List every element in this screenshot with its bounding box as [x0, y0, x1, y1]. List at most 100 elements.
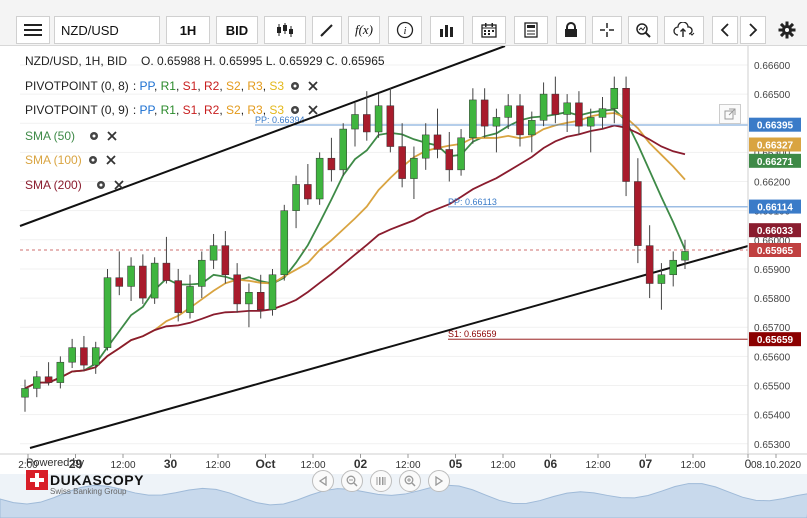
timeframe-selector[interactable]: 1H: [166, 16, 210, 44]
candlestick-type-icon[interactable]: [264, 16, 306, 44]
zoom-icon[interactable]: [628, 16, 658, 44]
dukascopy-branding[interactable]: Powered by DUKASCOPY Swiss Banking Group: [26, 457, 144, 496]
legend-sma50[interactable]: SMA (50): [25, 129, 119, 143]
price-tag-bg: [749, 153, 801, 168]
close-icon[interactable]: [104, 153, 118, 167]
trendlines: PP: 0.66394 PP: 0.66113 S1: 0.65659: [19, 45, 749, 449]
header-info: NZD/USD, 1H, BID O. 0.65988 H. 0.65995 L…: [25, 54, 385, 68]
function-icon[interactable]: f(x): [348, 16, 380, 44]
scroll-left-icon[interactable]: [312, 470, 334, 492]
news-icon[interactable]: [514, 16, 548, 44]
sma100-line: [24, 112, 686, 390]
x-tick-label: 30: [164, 457, 178, 471]
pivot1-label: PIVOTPOINT (0, 8): [25, 79, 129, 93]
price-tag: 0.66271: [749, 153, 801, 168]
chart-area[interactable]: PP: 0.66394 PP: 0.66113 S1: 0.65659 0.6660…: [0, 45, 807, 518]
expand-icon[interactable]: [719, 104, 741, 124]
x-tick-label: 0: [745, 457, 752, 471]
settings-gear-icon[interactable]: [772, 16, 802, 44]
calendar-icon[interactable]: [472, 16, 506, 44]
zoom-out-icon[interactable]: [341, 470, 363, 492]
legend-sma100[interactable]: SMA (100): [25, 153, 118, 167]
hamburger-menu-icon[interactable]: [16, 16, 50, 44]
pair-info: NZD/USD, 1H, BID: [25, 54, 128, 68]
gear-icon[interactable]: [94, 178, 108, 192]
price-chart[interactable]: PP: 0.66394 PP: 0.66113 S1: 0.65659 0.6660…: [0, 45, 807, 518]
lock-icon[interactable]: [556, 16, 586, 44]
price-tag-label: 0.66114: [757, 203, 793, 214]
cloud-upload-icon[interactable]: [664, 16, 704, 44]
price-tag-bg: [749, 199, 801, 214]
price-tag-bg: [749, 137, 801, 152]
bull-candle: [21, 388, 29, 398]
price-tag-bg: [749, 117, 801, 132]
bull-candle: [209, 245, 218, 261]
bull-candle: [421, 134, 430, 159]
swiss-cross-icon: [26, 470, 48, 490]
bear-candle: [174, 280, 182, 313]
bear-candle: [445, 149, 454, 171]
y-tick-label: 0.66200: [754, 178, 791, 189]
y-tick-label: 0.65300: [754, 440, 791, 451]
gear-icon[interactable]: [87, 129, 101, 143]
crosshair-icon[interactable]: [592, 16, 622, 44]
scroll-right-icon[interactable]: [428, 470, 450, 492]
price-tag: 0.66327: [749, 137, 801, 152]
close-icon[interactable]: [112, 178, 126, 192]
info-icon[interactable]: i: [388, 16, 422, 44]
indicators-bar-icon[interactable]: [430, 16, 464, 44]
bull-candle: [457, 137, 465, 171]
close-icon[interactable]: [105, 129, 119, 143]
price-side-selector[interactable]: BID: [216, 16, 258, 44]
gear-icon[interactable]: [288, 79, 302, 93]
sma200-line: [24, 124, 686, 390]
bull-candle: [68, 347, 76, 363]
bull-candle: [539, 93, 548, 121]
legend-pivot2[interactable]: PIVOTPOINT (0, 9) : PP, R1, S1, R2, S2, …: [25, 103, 320, 117]
bear-candle: [622, 88, 630, 182]
symbol-selector[interactable]: NZD/USD: [54, 16, 160, 44]
prev-arrow-icon[interactable]: [712, 16, 738, 44]
bull-candle: [280, 210, 289, 276]
y-tick-label: 0.65700: [754, 323, 791, 334]
gear-icon[interactable]: [288, 103, 302, 117]
lower-trendline: [29, 245, 749, 449]
bull-candle: [186, 286, 194, 313]
x-tick-label: 12:00: [300, 460, 325, 471]
price-labels: 0.66395 0.66327 0.66271 0.66114 0.66033 0.659…: [749, 117, 801, 347]
y-tick-label: 0.66600: [754, 61, 791, 72]
moving-averages: [24, 108, 686, 390]
price-tag-label: 0.65965: [757, 246, 794, 257]
y-tick-label: 0.65800: [754, 294, 791, 305]
gear-icon[interactable]: [86, 153, 100, 167]
price-tag: 0.66395: [749, 117, 801, 132]
close-icon[interactable]: [306, 79, 320, 93]
price-tag: 0.66114: [749, 199, 801, 214]
legend-sma200[interactable]: SMA (200): [25, 178, 126, 192]
next-arrow-icon[interactable]: [740, 16, 766, 44]
x-tick-label: 12:00: [680, 460, 705, 471]
x-tick-label: 08.10.2020: [751, 460, 801, 471]
draw-pen-icon[interactable]: [312, 16, 342, 44]
pause-icon[interactable]: [370, 470, 392, 492]
bull-candle: [268, 274, 277, 310]
legend-pivot1[interactable]: PIVOTPOINT (0, 8) : PP, R1, S1, R2, S2, …: [25, 79, 320, 93]
function-label: f(x): [354, 22, 374, 37]
bull-candle: [504, 105, 512, 118]
x-tick-label: 07: [639, 457, 653, 471]
bear-candle: [80, 347, 88, 366]
pivot1-levels: : PP, R1, S1, R2, S2, R3, S3: [132, 79, 285, 93]
y-tick-label: 0.66500: [754, 90, 791, 101]
bear-candle: [575, 102, 583, 127]
candles: [21, 76, 689, 412]
bull-candle: [469, 99, 477, 139]
bear-candle: [386, 105, 395, 147]
x-tick-label: 12:00: [585, 460, 610, 471]
zoom-in-icon[interactable]: [399, 470, 421, 492]
bull-candle: [669, 259, 677, 276]
x-tick-label: Oct: [255, 457, 275, 471]
svg-text:i: i: [403, 25, 406, 37]
x-tick-label: 12:00: [205, 460, 230, 471]
price-tag-bg: [749, 332, 801, 347]
close-icon[interactable]: [306, 103, 320, 117]
